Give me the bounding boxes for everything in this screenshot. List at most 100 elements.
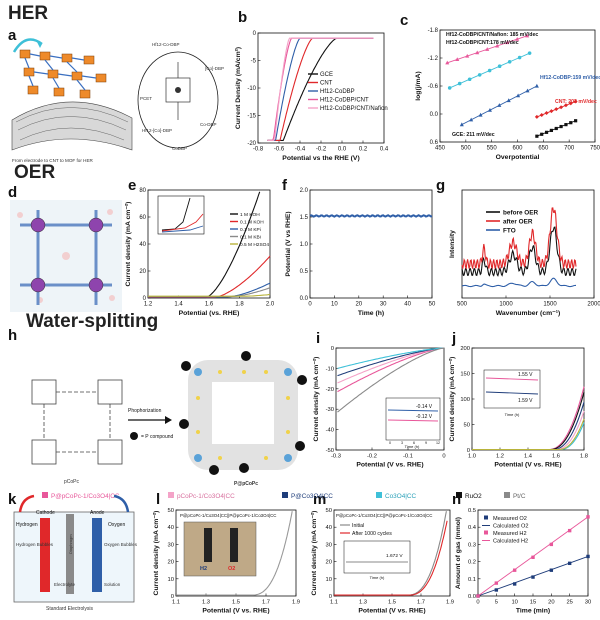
legend-swatch-3: [376, 492, 382, 498]
xtick-label: 1.3: [202, 599, 210, 605]
chart-b: -0.8 -0.6 -0.4 -0.2 0.0 0.2 0.4 0 -5 -10 -15 -20 Pot…: [235, 31, 389, 162]
hydrogen-arrow: [18, 494, 35, 513]
inset-xtick: 6: [413, 441, 415, 445]
ytick-label: 30: [168, 542, 174, 548]
h2-arrowhead: [36, 40, 42, 48]
data-point: [506, 98, 511, 103]
xaxis-label: Overpotential: [496, 154, 540, 161]
series-j-2: [472, 410, 585, 451]
chart-j: 1.0 1.2 1.4 1.6 1.8 0 50 100 150 200 Potential (V …: [449, 346, 588, 469]
inset-line-0: [485, 377, 539, 381]
data-point: [465, 53, 470, 58]
legend-label: Calculated O2: [493, 524, 528, 530]
chart-n: 0 5 10 15 20 25 30 0.0 0.1 0.2 0.3 0.4 0.5 Time (min)…: [455, 508, 591, 615]
xtick-label: 1.5: [232, 599, 240, 605]
series-j-1: [472, 401, 585, 451]
ytick-label: -0.6: [428, 84, 439, 90]
data-point: [549, 568, 554, 572]
ytick-label: 150: [460, 372, 470, 378]
xtick-label: -0.2: [316, 147, 327, 153]
data-point: [567, 528, 572, 533]
data-point: [549, 542, 554, 547]
cycle-label-4: Co-DBP: [200, 122, 217, 127]
xtick-label: 1.9: [292, 599, 300, 605]
ytick-label: 100: [460, 397, 470, 403]
legend-label: 0.1 M KPi: [240, 227, 261, 233]
series-c-4: [535, 119, 578, 138]
yaxis-label: Current density (mA cm⁻²): [311, 511, 318, 596]
p-pcopc-structure: [179, 351, 307, 475]
data-point: [549, 128, 554, 133]
legend-label: before OER: [503, 210, 539, 217]
xaxis-label: Potential (V vs. RHE): [356, 462, 423, 469]
data-point: [544, 130, 549, 134]
xtick-label: 0.4: [380, 147, 389, 153]
p-pcopc-label: P@pCoPc: [234, 481, 258, 487]
xtick-label: 2.0: [266, 302, 275, 308]
data-point: [517, 55, 522, 60]
series-c-1: [447, 51, 532, 90]
xtick-label: 40: [404, 302, 411, 308]
series-j-5: [472, 418, 585, 451]
series-e-2: [148, 282, 271, 298]
letter-f: f: [282, 177, 288, 194]
xtick-label: 0: [476, 599, 479, 605]
letter-h: h: [8, 327, 17, 344]
data-point: [559, 105, 564, 110]
letter-m: m: [313, 491, 326, 508]
reaction-arrowhead: [165, 416, 172, 424]
data-point: [505, 40, 510, 45]
letter-n: n: [452, 491, 461, 508]
ytick-label: 20: [326, 560, 332, 566]
data-point: [549, 109, 554, 114]
legend-label-0: P@pCoPc-1/Co3O4|CC: [51, 493, 120, 500]
xaxis-label: Potential (V vs. RHE): [494, 462, 561, 469]
legend-label: After 1000 cycles: [352, 531, 392, 537]
cycle-label-5: Hf12-[Co]-DBP: [142, 128, 172, 133]
series-c-2: [459, 83, 539, 127]
ytick-label: 0.0: [430, 112, 439, 118]
cycle-label-6: CoDBP: [172, 146, 187, 151]
letter-b: b: [238, 9, 247, 26]
panel-letters: a b c d e f g h i j k l m n: [8, 9, 461, 508]
data-point: [445, 60, 450, 65]
ytick-label: 0: [253, 31, 257, 37]
letter-e: e: [128, 177, 136, 194]
arrow-label: Phophorization: [128, 408, 162, 414]
xaxis-label: Potential vs the RHE (V): [282, 155, 359, 162]
inset-frame: [343, 540, 411, 574]
xaxis-label: Potential (V vs. RHE): [202, 608, 269, 615]
oxygen-label: Oxygen: [108, 522, 125, 528]
yaxis-label: Current density (mA cm⁻²): [313, 357, 320, 442]
data-point: [512, 582, 517, 586]
yaxis-label: log(j/mA): [415, 71, 422, 100]
data-point: [535, 134, 539, 138]
data-point: [515, 36, 520, 41]
xtick-label: 1.4: [174, 302, 183, 308]
data-point: [447, 86, 452, 90]
xtick-label: 20: [355, 302, 362, 308]
letter-c: c: [400, 12, 408, 29]
legend-label-2: P@Co3O4|CC: [291, 493, 333, 500]
letter-d: d: [8, 184, 17, 201]
ytick-label: 0.6: [430, 140, 439, 146]
xtick-label: -0.4: [295, 147, 306, 153]
section-water: Water-splitting: [26, 311, 158, 332]
ytick-label: 40: [326, 525, 332, 531]
xtick-label: 0.0: [338, 147, 347, 153]
p-compound-dot: [130, 432, 138, 440]
data-point: [495, 43, 500, 48]
inset-frame: [483, 369, 541, 409]
data-point: [478, 112, 483, 117]
oxygen-arrow: [113, 494, 130, 513]
series-label-c: CNT: 202 mV/dec: [555, 99, 597, 105]
ytick-label: -1.2: [428, 56, 439, 62]
electrolyte-label: Electrolyte: [54, 582, 76, 587]
ytick-label: 80: [139, 188, 146, 194]
catalytic-cycle: Hf12-Co-DBP PCET [Co]-DBP Co-DBP Hf12-[C…: [137, 42, 224, 151]
legend-swatch-4: [456, 492, 462, 498]
cycle-label-2: PCET: [140, 96, 152, 101]
